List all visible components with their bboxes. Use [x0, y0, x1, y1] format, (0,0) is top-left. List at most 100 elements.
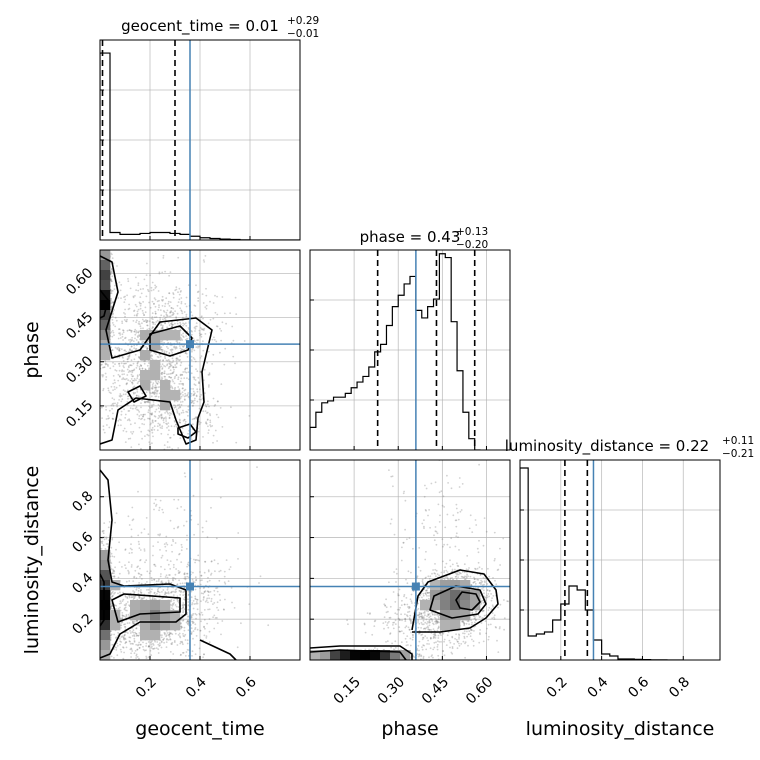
sample-point-geocent-time-vs-phase-2192 — [173, 404, 175, 406]
sample-point-geocent-time-vs-luminosity-distance-2337 — [135, 633, 138, 635]
sample-point-geocent-time-vs-phase-1538 — [151, 312, 154, 315]
sample-point-geocent-time-vs-luminosity-distance-2188 — [186, 620, 189, 623]
sample-point-geocent-time-vs-phase-2115 — [132, 295, 135, 298]
sample-point-geocent-time-vs-phase-348 — [203, 327, 206, 330]
sample-point-geocent-time-vs-phase-2419 — [182, 387, 184, 390]
sample-point-geocent-time-vs-phase-1396 — [118, 349, 121, 352]
sample-point-geocent-time-vs-luminosity-distance-777 — [176, 558, 178, 561]
sample-point-geocent-time-vs-phase-1027 — [132, 407, 134, 410]
sample-point-geocent-time-vs-phase-273 — [178, 412, 181, 415]
sample-point-geocent-time-vs-luminosity-distance-976 — [178, 590, 181, 592]
sample-point-geocent-time-vs-phase-611 — [166, 364, 168, 367]
sample-point-geocent-time-vs-phase-563 — [198, 423, 201, 425]
sample-point-geocent-time-vs-luminosity-distance-1615 — [133, 575, 136, 578]
sample-point-geocent-time-vs-luminosity-distance-522 — [140, 592, 142, 594]
sample-point-geocent-time-vs-luminosity-distance-1447 — [165, 629, 168, 632]
sample-point-geocent-time-vs-phase-1484 — [154, 410, 157, 413]
sample-point-geocent-time-vs-luminosity-distance-480 — [160, 581, 163, 583]
sample-point-geocent-time-vs-phase-60 — [140, 365, 143, 367]
sample-point-geocent-time-vs-luminosity-distance-1274 — [164, 592, 167, 595]
sample-point-geocent-time-vs-luminosity-distance-1417 — [166, 632, 169, 634]
sample-point-geocent-time-vs-luminosity-distance-218 — [205, 520, 208, 523]
sample-point-geocent-time-vs-phase-219 — [150, 381, 152, 383]
sample-point-geocent-time-vs-phase-1077 — [111, 253, 113, 256]
sample-point-geocent-time-vs-luminosity-distance-1381 — [129, 642, 132, 645]
sample-point-geocent-time-vs-luminosity-distance-61 — [125, 602, 128, 605]
sample-point-geocent-time-vs-phase-403 — [194, 379, 197, 381]
sample-point-geocent-time-vs-phase-652 — [161, 327, 164, 329]
sample-point-geocent-time-vs-phase-1018 — [181, 310, 183, 313]
sample-point-geocent-time-vs-luminosity-distance-1035 — [166, 588, 169, 591]
sample-point-geocent-time-vs-phase-801 — [124, 349, 126, 352]
sample-point-geocent-time-vs-luminosity-distance-1780 — [184, 475, 187, 478]
sample-point-geocent-time-vs-phase-1563 — [114, 381, 116, 384]
sample-point-geocent-time-vs-luminosity-distance-551 — [154, 598, 157, 601]
sample-point-geocent-time-vs-phase-1581 — [179, 323, 182, 326]
sample-point-geocent-time-vs-phase-1587 — [157, 309, 160, 311]
sample-point-geocent-time-vs-phase-951 — [131, 336, 134, 339]
sample-point-geocent-time-vs-luminosity-distance-11 — [203, 626, 206, 629]
sample-point-geocent-time-vs-phase-1408 — [130, 339, 133, 342]
sample-point-geocent-time-vs-luminosity-distance-1882 — [166, 559, 169, 561]
sample-point-geocent-time-vs-luminosity-distance-1527 — [187, 629, 190, 632]
sample-point-geocent-time-vs-luminosity-distance-1037 — [183, 603, 185, 606]
sample-point-geocent-time-vs-phase-1397 — [129, 364, 132, 367]
sample-point-geocent-time-vs-luminosity-distance-1978 — [171, 590, 174, 593]
density-cell-geocent-time-vs-luminosity-distance-0-15 — [100, 610, 111, 621]
sample-point-geocent-time-vs-phase-1506 — [167, 347, 169, 350]
sample-point-geocent-time-vs-luminosity-distance-846 — [200, 592, 203, 595]
sample-point-geocent-time-vs-phase-2422 — [132, 430, 135, 433]
sample-point-geocent-time-vs-luminosity-distance-1926 — [180, 549, 183, 552]
sample-point-geocent-time-vs-phase-548 — [126, 360, 129, 363]
sample-point-geocent-time-vs-luminosity-distance-1885 — [165, 641, 168, 643]
sample-point-geocent-time-vs-luminosity-distance-1157 — [147, 533, 150, 536]
sample-point-geocent-time-vs-phase-738 — [176, 404, 179, 407]
sample-point-geocent-time-vs-phase-1259 — [170, 376, 173, 379]
sample-point-geocent-time-vs-luminosity-distance-1887 — [129, 648, 132, 651]
sample-point-geocent-time-vs-luminosity-distance-1949 — [131, 551, 133, 554]
sample-point-geocent-time-vs-luminosity-distance-2079 — [183, 635, 186, 638]
sample-point-geocent-time-vs-phase-1272 — [151, 419, 154, 422]
sample-point-geocent-time-vs-phase-1500 — [145, 321, 148, 324]
sample-point-geocent-time-vs-luminosity-distance-1767 — [137, 634, 140, 637]
density-cell-geocent-time-vs-phase-4-8 — [140, 330, 151, 341]
sample-point-geocent-time-vs-luminosity-distance-2 — [171, 643, 173, 646]
sample-point-geocent-time-vs-luminosity-distance-1681 — [153, 563, 156, 566]
sample-point-geocent-time-vs-phase-796 — [185, 296, 188, 299]
sample-point-geocent-time-vs-phase-86 — [130, 345, 133, 348]
sample-point-geocent-time-vs-luminosity-distance-340 — [131, 631, 134, 633]
sample-point-geocent-time-vs-luminosity-distance-603 — [124, 564, 126, 567]
sample-point-geocent-time-vs-luminosity-distance-1586 — [127, 613, 130, 616]
sample-point-geocent-time-vs-phase-169 — [152, 321, 155, 324]
sample-point-geocent-time-vs-phase-1327 — [170, 307, 173, 309]
sample-point-geocent-time-vs-phase-1266 — [147, 401, 150, 404]
sample-point-geocent-time-vs-luminosity-distance-225 — [135, 643, 138, 646]
sample-point-geocent-time-vs-luminosity-distance-2108 — [183, 524, 185, 527]
sample-point-geocent-time-vs-luminosity-distance-1320 — [155, 580, 158, 583]
sample-point-geocent-time-vs-phase-1828 — [136, 377, 139, 380]
sample-point-geocent-time-vs-luminosity-distance-1422 — [210, 560, 213, 563]
sample-point-geocent-time-vs-phase-2173 — [197, 430, 200, 433]
panel-frame-geocent-time — [99, 39, 301, 241]
sample-point-geocent-time-vs-phase-1759 — [160, 346, 163, 349]
sample-point-geocent-time-vs-phase-540 — [117, 346, 120, 349]
sample-point-geocent-time-vs-phase-1866 — [186, 393, 189, 396]
sample-point-geocent-time-vs-phase-511 — [172, 371, 174, 374]
sample-point-geocent-time-vs-luminosity-distance-776 — [193, 558, 195, 561]
sample-point-geocent-time-vs-luminosity-distance-1998 — [137, 490, 139, 493]
sample-point-geocent-time-vs-luminosity-distance-595 — [212, 616, 215, 619]
sample-point-geocent-time-vs-phase-1047 — [141, 392, 144, 395]
sample-point-geocent-time-vs-luminosity-distance-982 — [199, 629, 202, 632]
sample-point-geocent-time-vs-phase-2402 — [133, 378, 136, 380]
sample-point-geocent-time-vs-phase-1256 — [151, 391, 154, 394]
sample-point-geocent-time-vs-phase-1147 — [205, 405, 208, 408]
sample-point-geocent-time-vs-luminosity-distance-2111 — [175, 590, 178, 593]
sample-point-geocent-time-vs-luminosity-distance-2406 — [143, 550, 146, 552]
sample-point-geocent-time-vs-phase-1306 — [101, 363, 103, 366]
sample-point-geocent-time-vs-phase-1239 — [183, 311, 186, 313]
sample-point-geocent-time-vs-phase-1734 — [161, 372, 163, 374]
sample-point-geocent-time-vs-luminosity-distance-1282 — [125, 641, 128, 644]
sample-point-geocent-time-vs-phase-369 — [181, 374, 184, 376]
sample-point-geocent-time-vs-luminosity-distance-649 — [256, 466, 258, 468]
sample-point-geocent-time-vs-phase-2391 — [205, 422, 208, 425]
